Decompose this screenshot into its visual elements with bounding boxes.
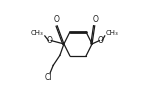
Text: O: O [98,36,104,45]
Text: O: O [54,15,59,24]
Text: Cl: Cl [45,73,52,82]
Text: CH₃: CH₃ [30,30,43,36]
Text: O: O [47,36,53,45]
Text: CH₃: CH₃ [106,30,119,36]
Text: O: O [93,15,98,24]
